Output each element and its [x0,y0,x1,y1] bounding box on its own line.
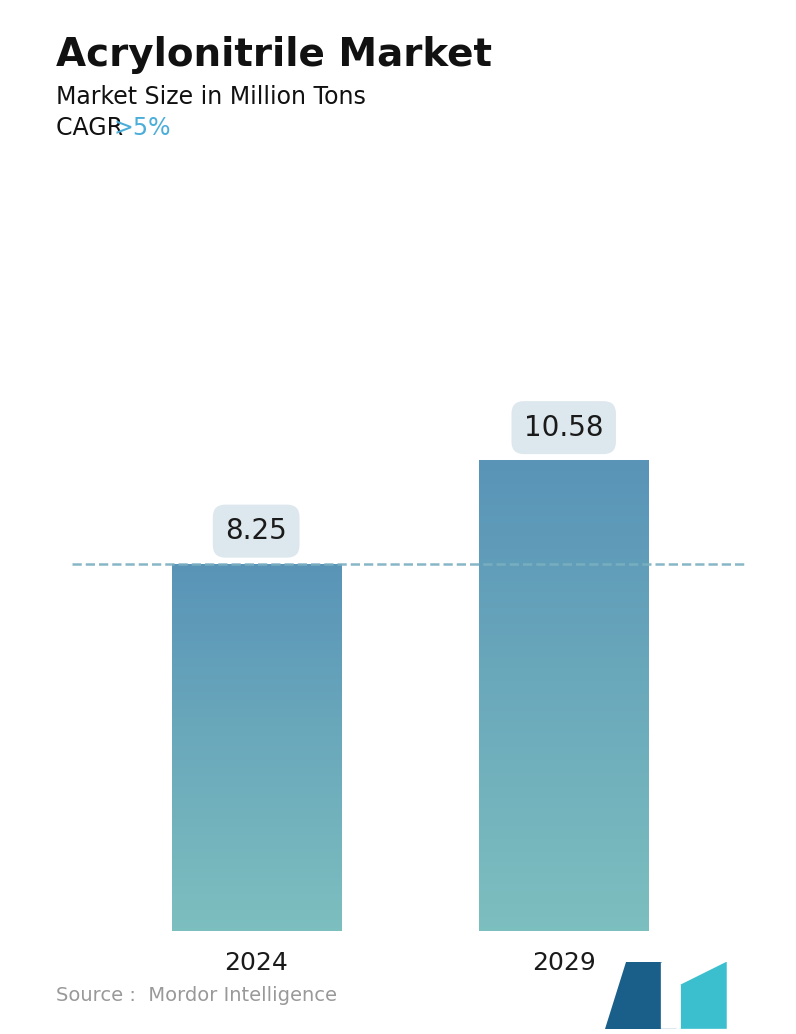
Text: Source :  Mordor Intelligence: Source : Mordor Intelligence [56,986,337,1005]
Polygon shape [605,962,662,1029]
Text: 10.58: 10.58 [524,414,603,442]
Polygon shape [245,542,267,556]
Polygon shape [553,437,575,453]
Polygon shape [661,962,681,1029]
Polygon shape [680,962,727,1029]
Text: Acrylonitrile Market: Acrylonitrile Market [56,36,492,74]
Text: CAGR: CAGR [56,116,131,140]
Polygon shape [641,962,677,1029]
Text: >5%: >5% [114,116,171,140]
Text: Market Size in Million Tons: Market Size in Million Tons [56,85,365,109]
Text: 8.25: 8.25 [225,517,287,545]
